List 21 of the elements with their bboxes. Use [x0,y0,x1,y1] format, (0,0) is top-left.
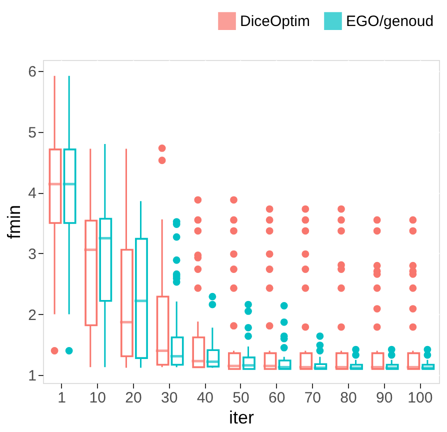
x-axis-title: iter [228,408,254,428]
x-tick-label: 90 [376,390,393,406]
x-tick-label: 60 [268,390,286,406]
x-tick-label: 20 [125,390,142,406]
x-tick-label: 80 [340,390,357,406]
x-tick-label: 70 [304,390,322,406]
y-tick-label: 4 [28,185,36,202]
y-tick-label: 6 [28,63,36,80]
y-tick-label: 3 [28,246,36,263]
x-tick-label: 50 [232,390,250,406]
y-tick-label: 1 [28,368,36,385]
x-tick-label: 30 [160,390,178,406]
x-tick-label: 1 [58,390,66,406]
x-tick-label: 40 [196,390,214,406]
x-tick-label: 10 [89,390,106,406]
y-axis-title: fmin [4,204,24,240]
y-tick-label: 2 [28,306,36,324]
x-tick-label: 100 [408,390,433,406]
y-tick-label: 5 [28,124,36,142]
legend-label: DiceOptim [240,13,310,30]
legend-label: EGO/genoud [346,13,434,30]
